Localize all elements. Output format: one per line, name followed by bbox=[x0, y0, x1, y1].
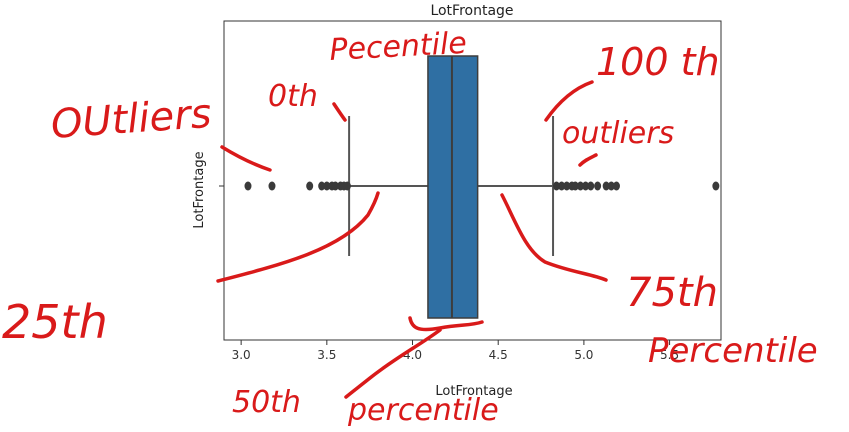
annotation-stroke-zeroth bbox=[332, 102, 347, 122]
plot-area-frame bbox=[223, 20, 722, 341]
outlier-point bbox=[558, 181, 566, 191]
annotation-stroke-50th-bracket bbox=[408, 316, 484, 332]
annotation-75th: 75th bbox=[626, 270, 718, 316]
annotation-outliers-right: outliers bbox=[562, 116, 674, 151]
x-tick-label: 5.5 bbox=[660, 348, 679, 362]
annotation-stroke-50th-pointer bbox=[344, 328, 442, 399]
annotation-hundredth: 100 th bbox=[596, 40, 720, 84]
outlier-point bbox=[587, 181, 595, 191]
annotation-stroke-outliers-right bbox=[578, 153, 598, 167]
outlier-point bbox=[318, 181, 326, 191]
outlier-point bbox=[552, 181, 560, 191]
outlier-point bbox=[244, 181, 252, 191]
x-tick-label: 4.5 bbox=[489, 348, 508, 362]
outlier-point bbox=[712, 181, 720, 191]
boxplot-marks bbox=[244, 55, 720, 319]
chart-title: LotFrontage bbox=[430, 3, 513, 19]
outlier-point bbox=[602, 181, 610, 191]
outlier-point bbox=[306, 181, 314, 191]
annotation-stroke-outliers-left bbox=[220, 145, 272, 172]
outlier-point bbox=[582, 181, 590, 191]
annotation-stroke-75th bbox=[500, 193, 608, 282]
outlier-point bbox=[607, 181, 615, 191]
annotation-strokes bbox=[216, 80, 608, 399]
x-tick-label: 5.0 bbox=[574, 348, 593, 362]
annotation-zeroth: 0th bbox=[268, 79, 318, 114]
outlier-point bbox=[343, 181, 351, 191]
outlier-point bbox=[612, 181, 620, 191]
outlier-point bbox=[576, 181, 584, 191]
x-axis-ticks: 3.0 3.5 4.0 4.5 5.0 5.5 bbox=[232, 340, 679, 362]
outlier-point bbox=[268, 181, 276, 191]
annotation-outliers-left: OUtliers bbox=[49, 91, 212, 148]
outlier-point bbox=[323, 181, 331, 191]
annotation-percentile-bottom: percentile bbox=[347, 393, 499, 428]
annotation-50th: 50th bbox=[232, 385, 301, 420]
y-axis-label: LotFrontage bbox=[192, 151, 207, 228]
outlier-point bbox=[331, 181, 339, 191]
annotation-percentile-right: Percentile bbox=[648, 331, 818, 371]
x-axis-label: LotFrontage bbox=[435, 384, 512, 399]
outlier-point bbox=[571, 181, 579, 191]
annotation-25th: 25th bbox=[2, 295, 108, 349]
annotation-percentile-top: Pecentile bbox=[329, 26, 468, 68]
annotation-stroke-hundredth bbox=[544, 80, 594, 122]
outlier-point bbox=[594, 181, 602, 191]
x-tick-label: 3.0 bbox=[232, 348, 251, 362]
x-tick-label: 3.5 bbox=[317, 348, 336, 362]
outlier-point bbox=[563, 181, 571, 191]
annotation-stroke-25th bbox=[216, 191, 380, 283]
